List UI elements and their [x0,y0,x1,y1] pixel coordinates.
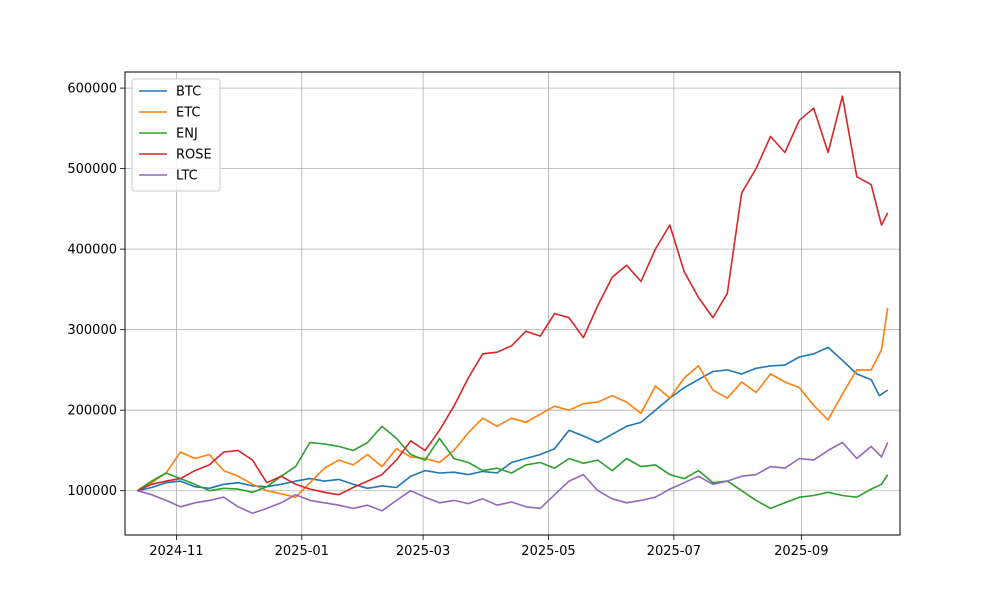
y-tick-label: 100000 [67,484,117,499]
x-axis: 2024-11 2025-01 2025-03 2025-05 2025-07 2025-… [149,535,828,559]
y-tick-label: 500000 [67,162,117,177]
x-tick-label: 2025-07 [647,544,701,559]
series-line-btc [137,346,889,492]
x-tick-label: 2025-03 [396,544,450,559]
y-tick-label: 200000 [67,404,117,419]
series-line-ltc [137,441,889,515]
legend-label-etc: ETC [176,106,200,121]
series-line-etc [136,307,889,498]
x-tick-label: 2025-09 [774,544,828,559]
grid [125,72,900,535]
y-tick-label: 600000 [67,82,117,97]
legend-box [131,78,221,192]
x-tick-label: 2025-05 [521,544,575,559]
x-tick-label: 2025-01 [275,544,329,559]
series-line-enj [136,425,889,510]
legend-label-rose: ROSE [176,148,212,163]
legend-label-enj: ENJ [176,127,198,142]
series-lines [136,95,889,515]
legend-label-btc: BTC [176,85,201,100]
legend-label-ltc: LTC [176,169,198,184]
legend: BTC ETC ENJ ROSE LTC [131,78,221,192]
plot-area-frame [124,71,901,536]
y-tick-label: 300000 [67,323,117,338]
y-axis: 100000 200000 300000 400000 500000 600000 [67,82,125,499]
series-line-rose [136,95,889,496]
y-tick-label: 400000 [67,243,117,258]
x-tick-label: 2024-11 [149,544,203,559]
